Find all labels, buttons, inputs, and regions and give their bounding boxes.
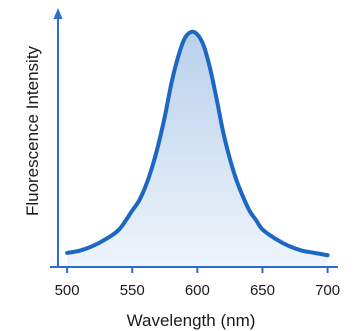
x-tick-label-500: 500 <box>55 282 80 299</box>
x-tick-label-650: 650 <box>250 282 275 299</box>
x-tick-label-700: 700 <box>315 282 340 299</box>
spectrum-area <box>67 31 328 268</box>
x-tick-label-550: 550 <box>120 282 145 299</box>
y-axis-title: Fluorescence Intensity <box>23 45 42 216</box>
x-tick-label-600: 600 <box>185 282 210 299</box>
x-axis-title: Wavelength (nm) <box>127 311 256 330</box>
y-axis-arrow <box>53 8 63 19</box>
spectrum-line <box>65 29 330 258</box>
